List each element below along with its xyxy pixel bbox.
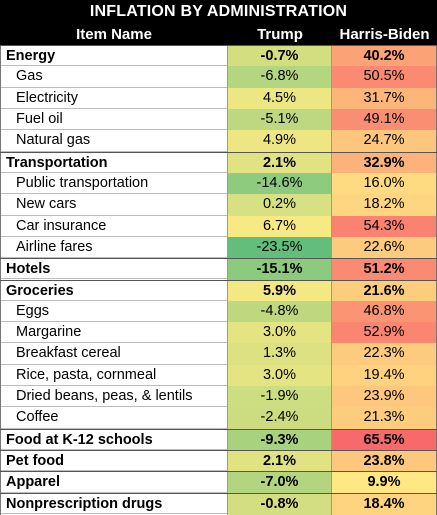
row-item-name: Rice, pasta, cornmeal [0,364,228,387]
table-row: New cars 0.2% 18.2% [0,194,437,216]
harris-biden-value-cell: 49.1% [332,108,437,131]
table-header-row: Item Name Trump Harris-Biden [0,24,437,45]
trump-value-cell: 3.0% [228,364,332,387]
trump-value-cell: 1.3% [228,343,332,365]
table-title: INFLATION BY ADMINISTRATION [0,0,437,24]
table-row: Gas -6.8% 50.5% [0,66,437,88]
table-row: Car insurance 6.7% 54.3% [0,215,437,237]
table-row: Airline fares -23.5% 22.6% [0,236,437,259]
harris-biden-value-cell: 22.6% [332,236,437,259]
table-row: Dried beans, peas, & lentils -1.9% 23.9% [0,386,437,408]
table-row: Breakfast cereal 1.3% 22.3% [0,343,437,365]
harris-biden-value-cell: 19.4% [332,364,437,387]
harris-biden-value-cell: 23.8% [332,451,437,473]
header-trump: Trump [257,26,303,43]
row-item-name: Hotels [0,259,228,281]
trump-value-cell: -1.9% [228,386,332,408]
table-row: Apparel -7.0% 9.9% [0,471,437,494]
harris-biden-value-cell: 32.9% [332,152,437,174]
row-item-name: Public transportation [0,172,228,195]
row-item-name: Car insurance [0,215,228,237]
row-item-name: Dried beans, peas, & lentils [0,386,228,408]
row-item-name: Fuel oil [0,108,228,131]
harris-biden-value-cell: 18.4% [332,493,437,515]
table-row: Food at K-12 schools -9.3% 65.5% [0,428,437,452]
row-item-name: Nonprescription drugs [0,493,228,515]
trump-value-cell: -0.8% [228,493,332,515]
trump-value-cell: 2.1% [228,451,332,473]
trump-value-cell: -0.7% [228,46,332,68]
row-item-name: Groceries [0,280,228,302]
harris-biden-value-cell: 22.3% [332,343,437,365]
harris-biden-value-cell: 51.2% [332,259,437,281]
row-item-name: Electricity [0,87,228,109]
trump-value-cell: 4.5% [228,87,332,109]
row-item-name: Margarine [0,322,228,344]
table-row: Energy -0.7% 40.2% [0,45,437,68]
row-item-name: New cars [0,194,228,216]
row-item-name: Pet food [0,451,228,473]
harris-biden-value-cell: 21.3% [332,407,437,429]
harris-biden-value-cell: 18.2% [332,194,437,216]
harris-biden-value-cell: 52.9% [332,322,437,344]
trump-value-cell: 2.1% [228,152,332,174]
harris-biden-value-cell: 50.5% [332,66,437,88]
trump-value-cell: -9.3% [228,429,332,452]
harris-biden-value-cell: 16.0% [332,172,437,195]
harris-biden-value-cell: 46.8% [332,300,437,323]
row-item-name: Apparel [0,472,228,494]
table-row: Margarine 3.0% 52.9% [0,322,437,344]
table-row: Natural gas 4.9% 24.7% [0,130,437,152]
header-item-name: Item Name [76,26,152,43]
trump-value-cell: -2.4% [228,407,332,429]
table-row: Coffee -2.4% 21.3% [0,407,437,429]
row-item-name: Energy [0,46,228,68]
trump-value-cell: 0.2% [228,194,332,216]
trump-value-cell: 4.9% [228,130,332,152]
table-row: Rice, pasta, cornmeal 3.0% 19.4% [0,364,437,387]
trump-value-cell: 3.0% [228,322,332,344]
trump-value-cell: -6.8% [228,66,332,88]
harris-biden-value-cell: 54.3% [332,215,437,237]
table-row: Groceries 5.9% 21.6% [0,279,437,302]
row-item-name: Natural gas [0,130,228,152]
table-row: Public transportation -14.6% 16.0% [0,172,437,195]
trump-value-cell: -23.5% [228,236,332,259]
row-item-name: Coffee [0,407,228,429]
harris-biden-value-cell: 31.7% [332,87,437,109]
row-item-name: Gas [0,66,228,88]
table-row: Nonprescription drugs -0.8% 18.4% [0,492,437,515]
row-item-name: Airline fares [0,236,228,259]
row-item-name: Transportation [0,152,228,174]
table-row: Hotels -15.1% 51.2% [0,258,437,281]
row-item-name: Food at K-12 schools [0,429,228,452]
trump-value-cell: -5.1% [228,108,332,131]
trump-value-cell: 5.9% [228,280,332,302]
harris-biden-value-cell: 9.9% [332,472,437,494]
table-row: Eggs -4.8% 46.8% [0,300,437,323]
harris-biden-value-cell: 65.5% [332,429,437,452]
row-item-name: Breakfast cereal [0,343,228,365]
harris-biden-value-cell: 24.7% [332,130,437,152]
trump-value-cell: -14.6% [228,172,332,195]
row-item-name: Eggs [0,300,228,323]
table-row: Pet food 2.1% 23.8% [0,450,437,473]
table-row: Electricity 4.5% 31.7% [0,87,437,109]
trump-value-cell: -4.8% [228,300,332,323]
trump-value-cell: 6.7% [228,215,332,237]
header-harris-biden: Harris-Biden [339,26,430,43]
table-row: Fuel oil -5.1% 49.1% [0,108,437,131]
harris-biden-value-cell: 40.2% [332,46,437,68]
harris-biden-value-cell: 21.6% [332,280,437,302]
harris-biden-value-cell: 23.9% [332,386,437,408]
trump-value-cell: -15.1% [228,259,332,281]
table-row: Transportation 2.1% 32.9% [0,151,437,174]
trump-value-cell: -7.0% [228,472,332,494]
